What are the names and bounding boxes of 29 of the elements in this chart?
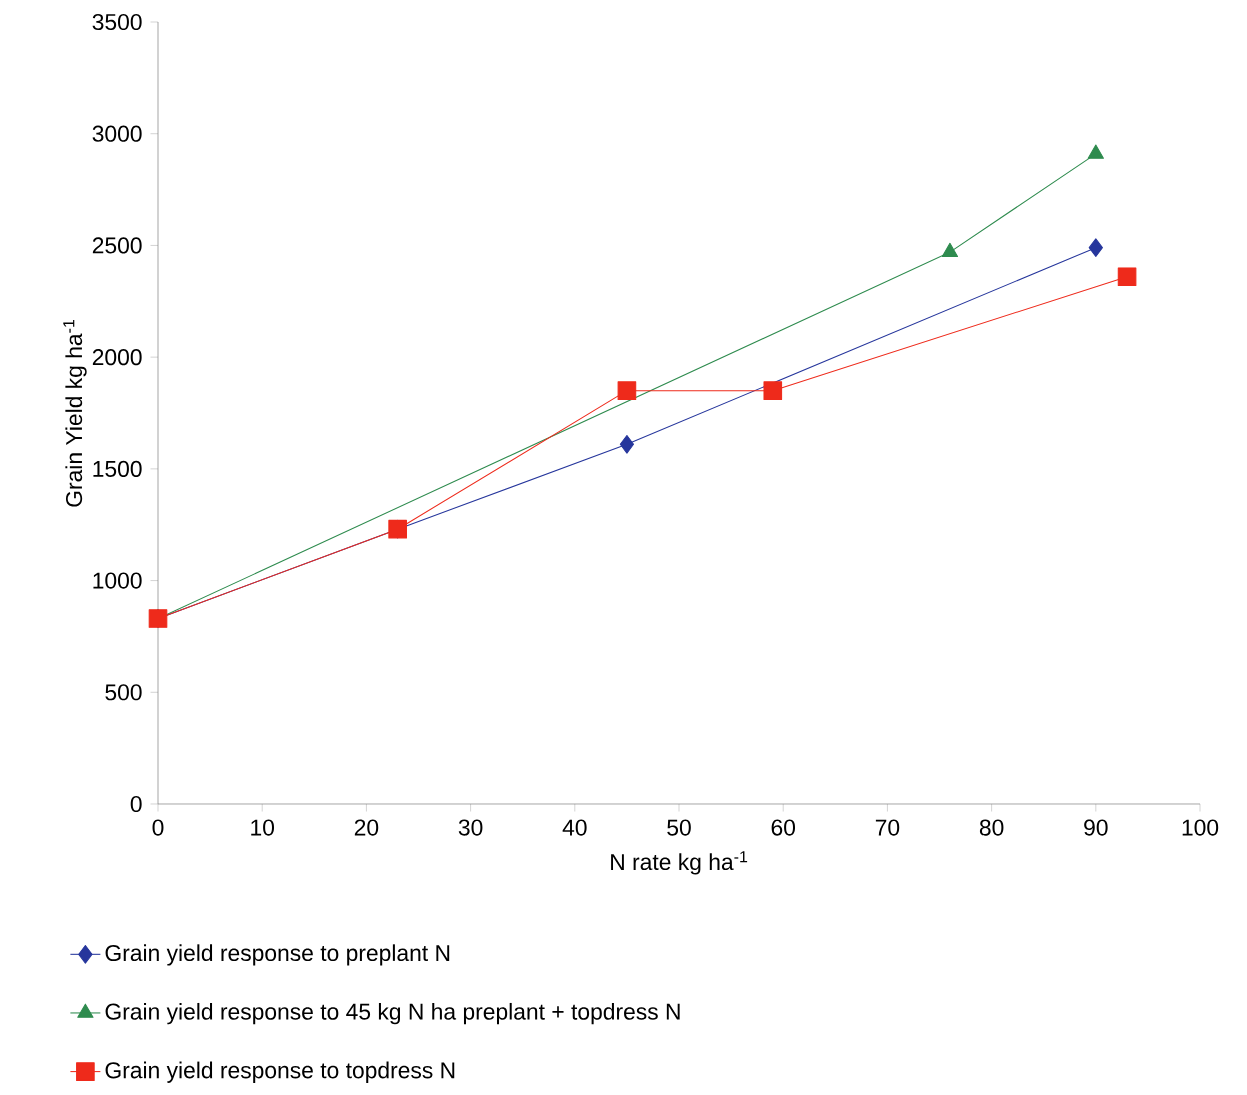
point — [619, 434, 635, 454]
y-tick-label: 1000 — [93, 572, 142, 589]
x-tick-label: 30 — [458, 819, 483, 836]
x-tick-label: 80 — [979, 819, 1004, 836]
legend-label: Grain yield response to preplant N — [105, 944, 450, 966]
x-tick-label: 0 — [152, 819, 164, 836]
x-tick-label: 100 — [1182, 819, 1219, 836]
x-tick-label: 40 — [562, 819, 587, 836]
x-tick-label: 20 — [354, 819, 379, 836]
x-axis-title: N rate kg ha$^{-1}$ — [611, 851, 748, 875]
point — [1117, 267, 1137, 287]
y-tick-label: 2000 — [92, 349, 142, 366]
x-tick-label: 50 — [667, 819, 691, 836]
x-tick-label: 60 — [771, 819, 796, 836]
legend-label: Grain yield response to topdress N — [105, 1061, 455, 1083]
y-tick-label: 3000 — [92, 125, 142, 142]
y-axis-title: Grain Yield kg ha$^{-1}$ — [63, 319, 87, 507]
point — [1088, 238, 1103, 257]
y-tick-label: 1500 — [93, 460, 142, 477]
y-tick-label: 3500 — [92, 13, 142, 31]
legend-label: Grain yield response to 45 kg N ha preplant + topdress N — [105, 1002, 680, 1025]
y-tick-label: 2500 — [92, 237, 142, 254]
y-tick-label: 0 — [130, 795, 142, 813]
x-tick-label: 10 — [251, 819, 275, 836]
x-tick-label: 90 — [1084, 819, 1108, 836]
point — [617, 381, 637, 400]
y-tick-label: 500 — [105, 684, 142, 701]
point — [763, 381, 783, 400]
x-tick-label: 70 — [875, 819, 900, 836]
